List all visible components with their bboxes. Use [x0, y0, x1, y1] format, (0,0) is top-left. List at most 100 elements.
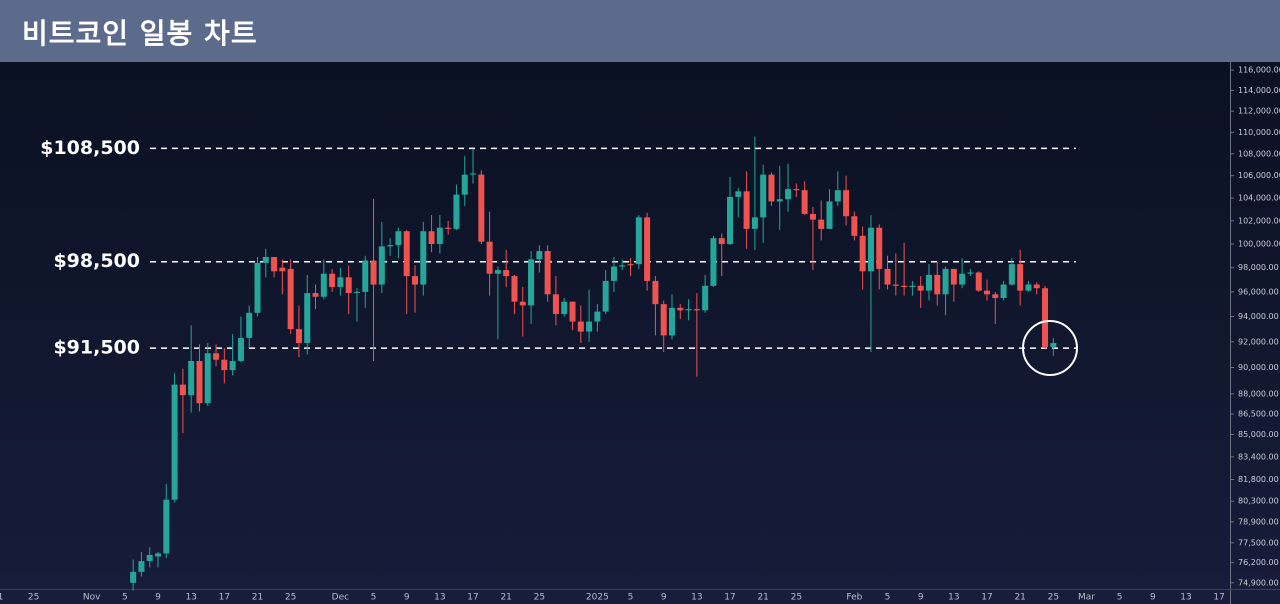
candle-body — [552, 294, 559, 315]
level-label: $98,500 — [53, 250, 140, 272]
y-tick-label: 86,500.00 — [1238, 410, 1279, 419]
y-tick-label: 116,000.00 — [1238, 66, 1280, 75]
x-tick-label: 21 — [500, 593, 511, 603]
x-tick-label: 5 — [885, 593, 891, 603]
candle-body — [984, 290, 991, 295]
candle-body — [188, 361, 195, 396]
candle-body — [892, 284, 899, 286]
y-tick-label: 88,000.00 — [1238, 389, 1279, 398]
candle-body — [503, 270, 510, 277]
x-tick-label: 5 — [628, 593, 634, 603]
candle-body — [710, 238, 717, 286]
candle-body — [818, 219, 825, 229]
candle-body — [660, 304, 667, 336]
x-tick-label: 1 — [0, 593, 3, 603]
x-tick-label: 25 — [534, 593, 545, 603]
x-tick-label: 17 — [1213, 593, 1224, 603]
x-tick-label: Feb — [846, 593, 862, 603]
header: 비트코인 일봉 차트 — [0, 0, 1280, 62]
plot-background — [0, 62, 1280, 604]
candle-body — [412, 276, 418, 285]
y-tick-label: 78,900.00 — [1238, 517, 1279, 526]
candle-body — [453, 194, 460, 229]
candle-body — [569, 301, 576, 322]
candle-body — [213, 353, 220, 360]
y-tick-label: 81,800.00 — [1238, 475, 1279, 484]
level-label: $108,500 — [40, 137, 140, 159]
candle-body — [1017, 264, 1024, 291]
x-tick-label: 9 — [404, 593, 410, 603]
candle-body — [478, 174, 485, 242]
candle-body — [337, 277, 344, 287]
candle-body — [785, 189, 792, 200]
x-tick-label: 5 — [122, 593, 128, 603]
candle-body — [271, 256, 278, 272]
candle-body — [420, 231, 427, 285]
candle-body — [793, 189, 800, 191]
candle-body — [1008, 264, 1015, 285]
x-tick-label: 25 — [1048, 593, 1059, 603]
y-tick-label: 110,000.00 — [1238, 128, 1280, 137]
candle-body — [130, 571, 137, 583]
candle-body — [627, 264, 634, 266]
x-tick-label: 25 — [791, 593, 802, 603]
x-tick-label: 13 — [185, 593, 196, 603]
candle-body — [751, 217, 758, 229]
candle-body — [329, 273, 336, 287]
candle-body — [428, 231, 435, 245]
y-tick-label: 92,000.00 — [1238, 337, 1279, 346]
candle-body — [138, 561, 145, 572]
candle-body — [196, 361, 203, 404]
x-tick-label: 17 — [724, 593, 735, 603]
candle-body — [950, 268, 957, 285]
candle-body — [378, 246, 385, 285]
candle-body — [246, 312, 253, 338]
candle-body — [876, 227, 883, 269]
x-tick-label: Dec — [332, 593, 349, 603]
candle-body — [370, 260, 377, 285]
x-tick-label: 13 — [948, 593, 959, 603]
level-label: $91,500 — [53, 337, 140, 359]
candle-body — [602, 280, 609, 312]
candle-body — [934, 274, 941, 295]
highlight-circle — [1022, 320, 1078, 376]
candle-body — [395, 231, 402, 246]
candle-body — [511, 276, 518, 302]
x-tick-label: Mar — [1078, 593, 1095, 603]
x-tick-label: 13 — [434, 593, 445, 603]
candle-body — [668, 307, 675, 336]
plot-layer: 116,000.00 114,000.00 112,000.00 110,000.00… — [0, 66, 1280, 603]
candle-body — [519, 301, 526, 306]
candle-body — [610, 266, 617, 281]
candle-body — [801, 190, 808, 214]
candle-body — [859, 235, 866, 272]
y-tick-label: 76,200.00 — [1238, 558, 1279, 567]
candle-body — [287, 268, 294, 330]
x-tick-label: 21 — [1014, 593, 1025, 603]
candle-body — [1025, 284, 1032, 291]
candle-body — [967, 272, 974, 274]
y-tick-label: 114,000.00 — [1238, 86, 1280, 95]
chart: 116,000.00 114,000.00 112,000.00 110,000.00… — [0, 62, 1280, 604]
candle-body — [909, 285, 916, 287]
candle-body — [237, 337, 244, 362]
y-tick-label: 90,000.00 — [1238, 363, 1279, 372]
candle-body — [312, 293, 319, 297]
candle-body — [743, 191, 750, 229]
x-tick-label: Nov — [83, 593, 101, 603]
candle-body — [1050, 343, 1057, 347]
x-tick-label: 21 — [757, 593, 768, 603]
candle-body — [594, 311, 601, 322]
candle-body — [486, 241, 493, 274]
candle-body — [345, 277, 352, 294]
candle-body — [279, 267, 286, 272]
y-tick-label: 85,000.00 — [1238, 430, 1279, 439]
y-tick-label: 74,900.00 — [1238, 578, 1279, 587]
candle-body — [685, 309, 692, 311]
candle-body — [917, 285, 924, 291]
candle-body — [171, 384, 178, 500]
x-tick-label: 9 — [155, 593, 161, 603]
candle-body — [362, 260, 369, 292]
x-tick-label: 25 — [28, 593, 39, 603]
x-tick-label: 5 — [1117, 593, 1123, 603]
